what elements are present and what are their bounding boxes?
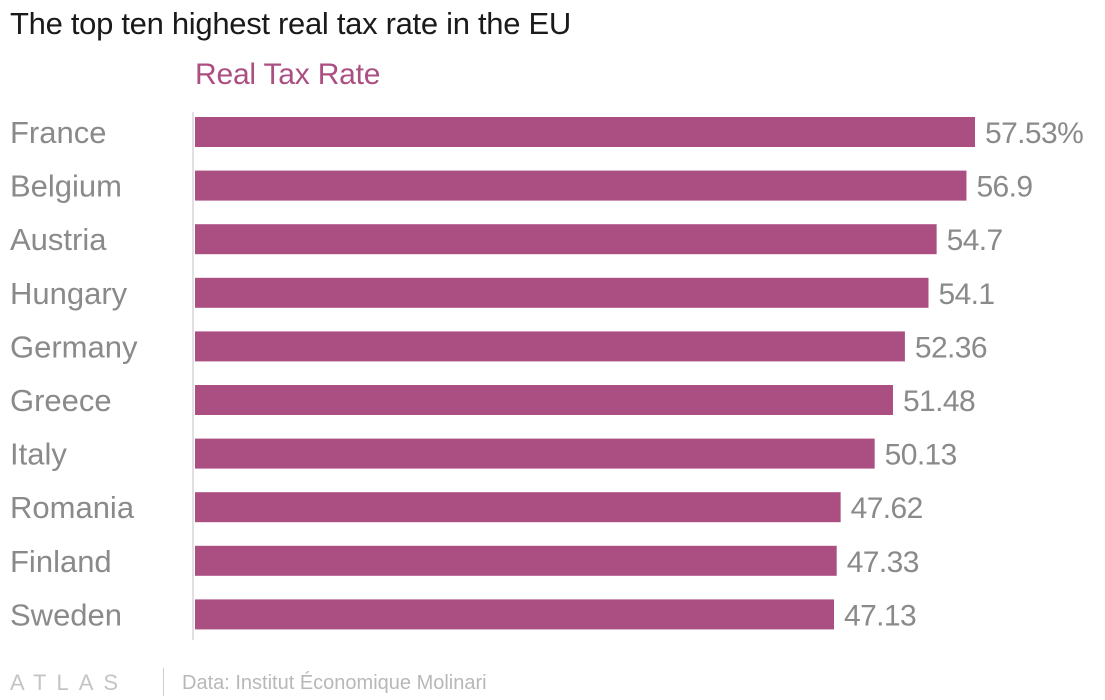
data-source: Data: Institut Économique Molinari	[182, 672, 487, 694]
bars-layer: France 57.53% Belgium 56.9 Austria 54.7 Hungar…	[10, 115, 1084, 632]
bar-chart: France 57.53% Belgium 56.9 Austria 54.7 Hungar…	[10, 112, 1084, 640]
footer-divider	[163, 668, 164, 696]
bar	[195, 438, 875, 469]
value-label: 52.36	[915, 331, 987, 364]
bar	[195, 117, 975, 147]
bar	[195, 599, 834, 630]
bar	[195, 492, 841, 523]
bar	[195, 224, 937, 255]
series-title: Real Tax Rate	[195, 58, 381, 91]
bar	[195, 385, 893, 415]
value-label: 47.13	[844, 599, 916, 632]
category-label: Germany	[10, 329, 138, 364]
category-label: France	[10, 115, 106, 150]
value-label: 54.7	[947, 224, 1003, 257]
category-label: Belgium	[10, 169, 122, 204]
bar	[195, 277, 929, 308]
value-label: 51.48	[903, 385, 975, 418]
category-label: Romania	[10, 490, 135, 525]
value-label: 54.1	[938, 278, 994, 311]
bar	[195, 331, 905, 362]
category-label: Sweden	[10, 597, 122, 632]
category-label: Austria	[10, 222, 107, 257]
chart-title: The top ten highest real tax rate in the…	[10, 6, 571, 41]
value-label: 56.9	[976, 171, 1032, 204]
value-label: 57.53%	[985, 117, 1083, 150]
value-label: 47.62	[851, 492, 923, 525]
category-label: Italy	[10, 437, 67, 472]
value-label: 47.33	[847, 546, 919, 579]
bar	[195, 170, 967, 201]
atlas-logo: ATLAS	[10, 670, 129, 695]
bar	[195, 545, 837, 576]
category-label: Hungary	[10, 276, 128, 311]
category-label: Greece	[10, 383, 112, 418]
value-label: 50.13	[885, 439, 957, 472]
category-label: Finland	[10, 544, 112, 579]
